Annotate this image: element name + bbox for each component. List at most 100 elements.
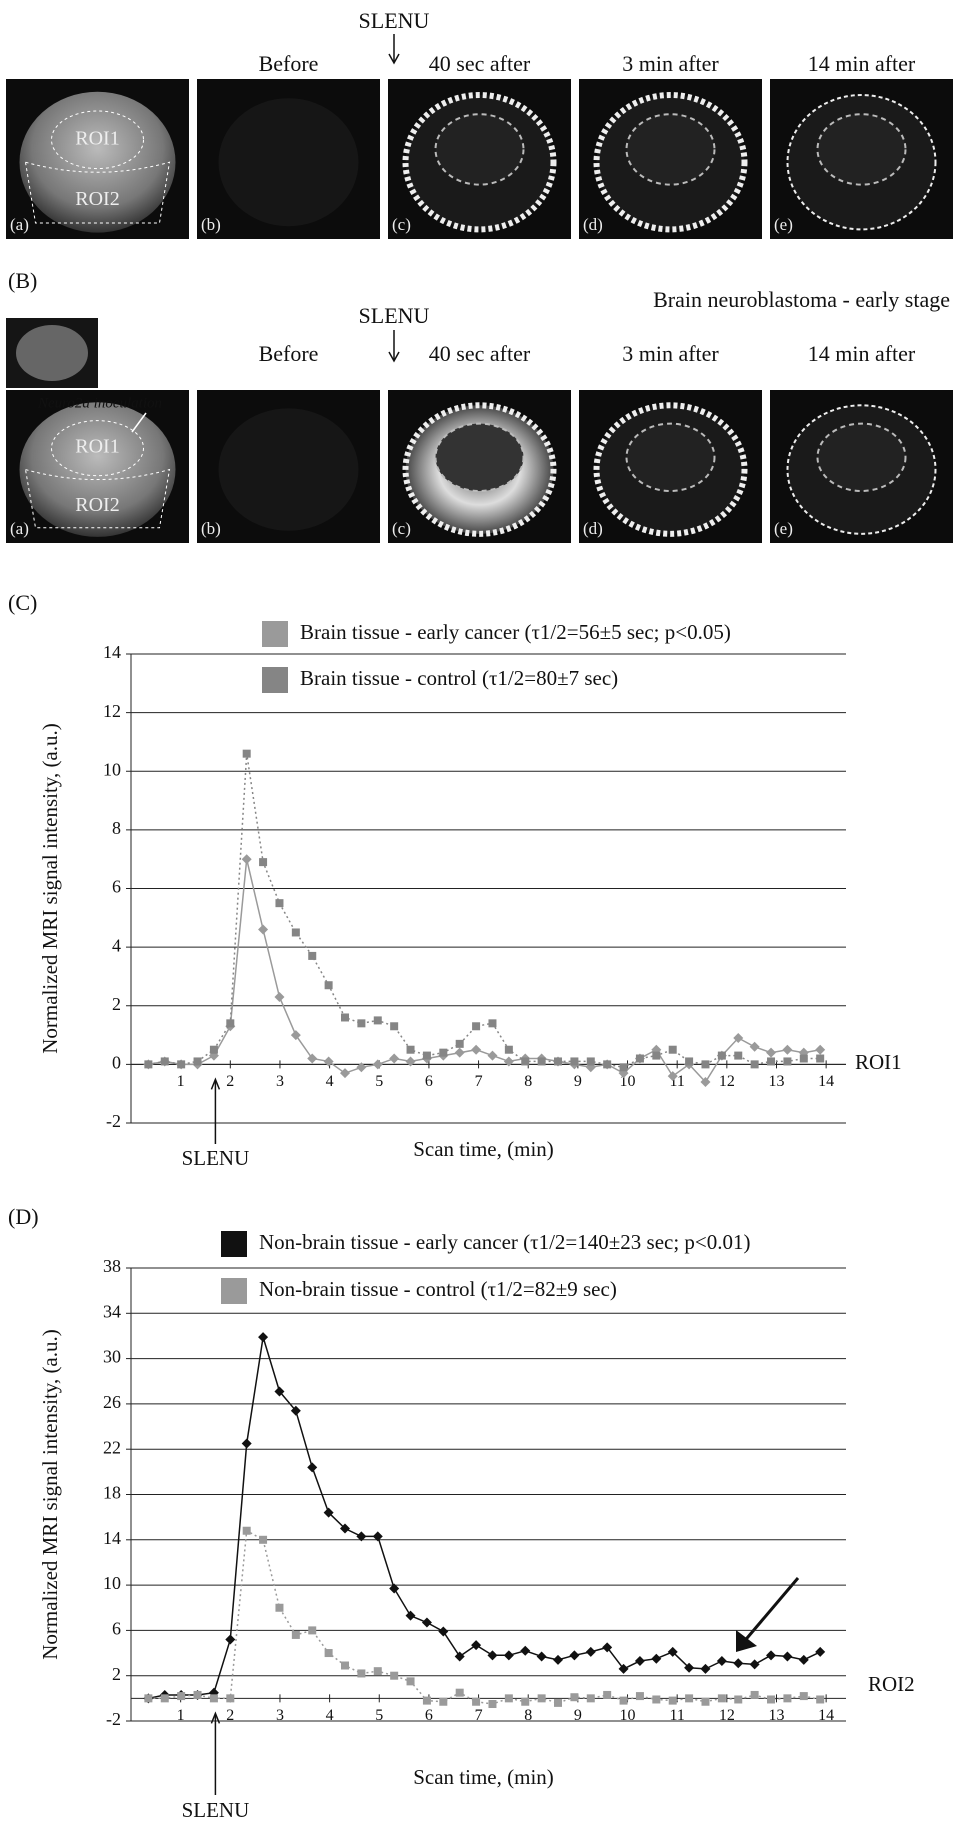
y-tick-label: 26: [103, 1392, 121, 1412]
data-point: [291, 928, 300, 937]
inset-arrow: [131, 412, 147, 433]
annotation: SLENU: [182, 1146, 250, 1170]
data-point: [570, 1693, 579, 1702]
roi-label: ROI1: [75, 436, 119, 458]
roi-outline: [51, 420, 144, 477]
data-point: [373, 1667, 382, 1676]
y-tick-label: 6: [112, 877, 121, 897]
data-point: [324, 1649, 333, 1658]
data-point: [308, 951, 317, 960]
y-tick-label: 8: [112, 818, 121, 838]
data-point: [767, 1695, 776, 1704]
roi-outline: [24, 161, 171, 224]
data-point: [275, 1603, 284, 1612]
data-point: [259, 1535, 268, 1544]
brain-faint: [218, 408, 359, 531]
x-tick-label: 9: [574, 1707, 582, 1724]
x-tick-label: 3: [276, 1073, 284, 1090]
data-point: [816, 1695, 825, 1704]
data-point: [209, 1694, 218, 1703]
y-tick-label: -2: [106, 1111, 121, 1131]
data-point: [225, 1634, 236, 1645]
data-point: [619, 1696, 628, 1705]
image-heading: 14 min after: [808, 51, 916, 76]
brain-outline: [19, 402, 176, 537]
data-point: [685, 1694, 694, 1703]
data-point: [701, 1697, 710, 1706]
legend-label: Brain tissue - early cancer (τ1/2=56±5 s…: [300, 620, 731, 644]
data-point: [652, 1051, 661, 1060]
x-tick-label: 6: [425, 1707, 433, 1724]
image-heading: Before: [259, 51, 319, 76]
data-point: [258, 924, 269, 935]
panel-b: (B) Brain neuroblastoma - early stage SL…: [6, 268, 953, 543]
data-point: [144, 1060, 153, 1069]
data-point: [405, 1610, 416, 1621]
brain-inner: [434, 422, 525, 492]
data-point: [634, 1655, 645, 1666]
data-point: [667, 1646, 678, 1657]
data-point: [290, 1405, 301, 1416]
y-tick-label: 18: [103, 1483, 121, 1503]
legend-swatch: [262, 621, 288, 647]
data-point: [405, 1056, 416, 1067]
arrow-label: SLENU: [359, 303, 430, 328]
annotation-arrow-head: [210, 1077, 221, 1090]
x-tick-label: 2: [226, 1073, 234, 1090]
data-point: [554, 1698, 563, 1707]
data-point: [356, 1062, 367, 1073]
brain-inner: [625, 422, 716, 492]
series-line: [148, 1529, 821, 1705]
x-tick-label: 2: [226, 1707, 234, 1724]
brain-inner: [434, 113, 525, 186]
data-point: [323, 1507, 334, 1518]
legend-swatch: [262, 667, 288, 693]
data-point: [472, 1697, 481, 1706]
legend-label: Brain tissue - control (τ1/2=80±7 sec): [300, 666, 618, 690]
x-tick-label: 14: [818, 1073, 834, 1090]
legend-label: Non-brain tissue - control (τ1/2=82±9 se…: [259, 1277, 617, 1301]
data-point: [782, 1044, 793, 1055]
data-point: [193, 1057, 202, 1066]
x-tick-label: 12: [719, 1707, 735, 1724]
data-point: [372, 1059, 383, 1070]
y-tick-label: 2: [112, 994, 121, 1014]
data-point: [717, 1051, 726, 1060]
image-heading: 3 min after: [622, 341, 719, 366]
data-point: [504, 1694, 513, 1703]
data-point: [275, 899, 284, 908]
y-tick-label: 14: [103, 642, 121, 662]
data-point: [733, 1032, 744, 1043]
image-label: (c): [392, 215, 411, 234]
data-point: [799, 1692, 808, 1701]
x-tick-label: 5: [375, 1707, 383, 1724]
arrow-label: SLENU: [359, 8, 430, 33]
data-point: [521, 1057, 530, 1066]
data-point: [487, 1050, 498, 1061]
annotation: ROI1: [855, 1050, 902, 1074]
pointer-arrow: [740, 1577, 800, 1645]
image-heading: 40 sec after: [429, 51, 531, 76]
data-point: [357, 1019, 366, 1028]
annotation: SLENU: [182, 1798, 250, 1822]
x-tick-label: 3: [276, 1707, 284, 1724]
x-tick-label: 12: [719, 1073, 735, 1090]
data-point: [586, 1057, 595, 1066]
y-tick-label: -2: [106, 1709, 121, 1729]
data-point: [193, 1690, 202, 1699]
data-point: [783, 1694, 792, 1703]
data-point: [488, 1019, 497, 1028]
data-point: [520, 1645, 531, 1656]
data-point: [487, 1650, 498, 1661]
data-point: [406, 1045, 415, 1054]
image-label: (b): [201, 215, 221, 234]
data-point: [439, 1048, 448, 1057]
data-point: [668, 1045, 677, 1054]
y-axis-label: Normalized MRI signal intensity, (a.u.): [38, 1329, 62, 1659]
data-point: [160, 1694, 169, 1703]
brain-inset: [16, 325, 88, 381]
data-point: [422, 1051, 431, 1060]
y-tick-label: 38: [103, 1256, 121, 1276]
data-point: [618, 1663, 629, 1674]
data-point: [815, 1044, 826, 1055]
